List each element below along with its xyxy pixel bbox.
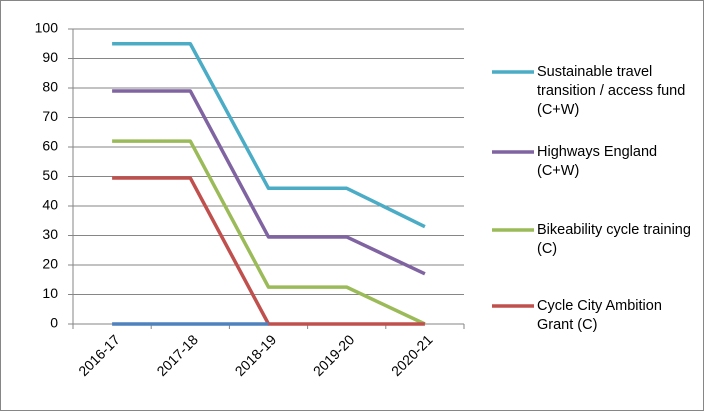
y-tick-label: 50 [42,167,58,183]
series-line [112,139,426,326]
series-line [112,42,426,229]
y-tick-label: 10 [42,285,58,301]
legend-label: Highways England (C+W) [537,144,658,179]
y-tick-label: 100 [35,20,59,36]
y-tick-label: 80 [42,79,58,95]
legend-label: Sustainable travel transition / access f… [537,64,686,118]
legend-label: Cycle City Ambition Grant (C) [537,298,662,333]
legend-label: Bikeability cycle training (C) [537,222,691,257]
y-tick-label: 60 [42,138,58,154]
y-tick-label: 70 [42,108,58,124]
y-tick-label: 20 [42,256,58,272]
y-tick-label: 90 [42,49,58,65]
series-line [112,89,426,276]
y-tick-label: 30 [42,226,58,242]
y-tick-label: 0 [50,315,58,331]
y-tick-label: 40 [42,197,58,213]
